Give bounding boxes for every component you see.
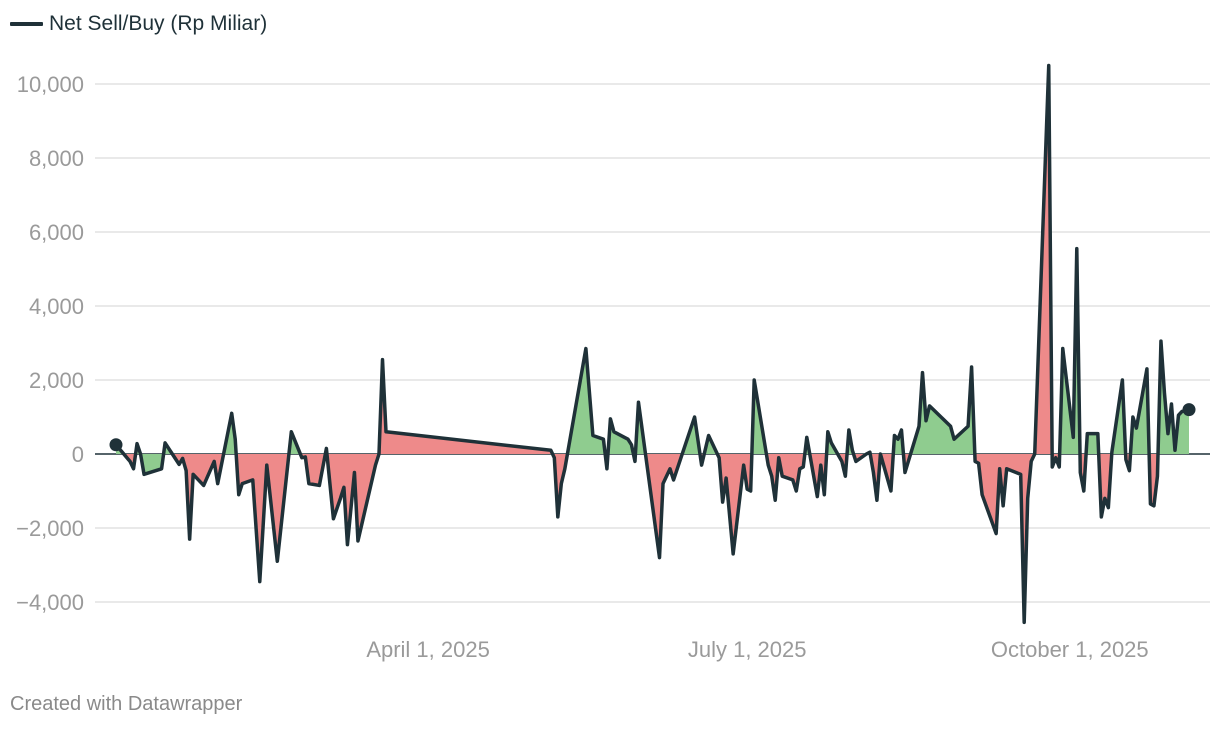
positive-area xyxy=(1086,433,1099,454)
x-tick-label: October 1, 2025 xyxy=(991,637,1149,662)
negative-area xyxy=(326,359,553,545)
y-tick-label: 6,000 xyxy=(29,220,84,245)
series-line-path xyxy=(114,63,1191,625)
y-tick-label: 8,000 xyxy=(29,146,84,171)
start-point-marker xyxy=(109,438,123,452)
y-tick-label: 0 xyxy=(72,442,84,467)
negative-area xyxy=(172,454,224,540)
y-axis-ticks: 10,000 8,000 6,000 4,000 2,000 0 −2,000 −4,000 xyxy=(16,72,84,615)
negative-area xyxy=(1052,454,1060,467)
credit-text: Created with Datawrapper xyxy=(10,693,243,715)
negative-area xyxy=(645,454,683,558)
y-tick-label: 4,000 xyxy=(29,294,84,319)
legend: Net Sell/Buy (Rp Miliar) xyxy=(10,10,267,38)
negative-area xyxy=(974,65,1053,623)
series-line xyxy=(109,63,1196,625)
y-tick-label: 10,000 xyxy=(17,72,84,97)
x-tick-label: April 1, 2025 xyxy=(366,637,490,662)
positive-area xyxy=(135,443,164,475)
legend-label: Net Sell/Buy (Rp Miliar) xyxy=(49,12,268,35)
legend-line-swatch xyxy=(10,22,43,26)
y-tick-label: −2,000 xyxy=(16,516,84,541)
y-tick-label: −4,000 xyxy=(16,590,84,615)
x-tick-label: July 1, 2025 xyxy=(688,637,807,662)
positive-area xyxy=(910,367,975,454)
positive-area xyxy=(567,348,606,454)
x-axis-ticks: April 1, 2025 July 1, 2025 October 1, 2025 xyxy=(366,637,1148,662)
end-point-marker xyxy=(1182,403,1196,417)
y-tick-label: 2,000 xyxy=(29,368,84,393)
